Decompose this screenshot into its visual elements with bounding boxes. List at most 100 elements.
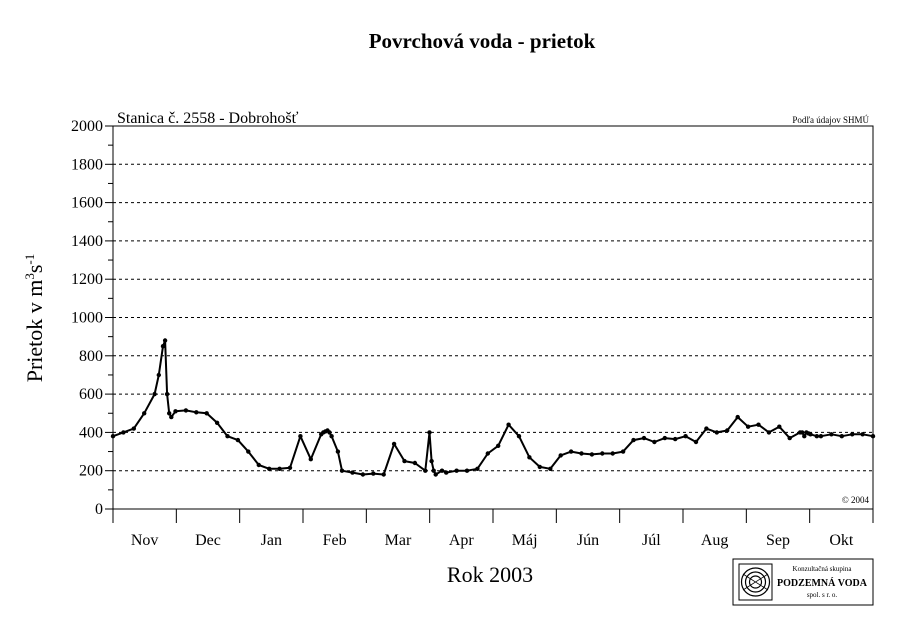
y-tick-label: 1800 xyxy=(71,156,103,173)
data-point xyxy=(164,391,170,397)
data-point xyxy=(194,410,199,415)
data-point xyxy=(267,466,272,471)
logo-emblem-icon xyxy=(738,563,773,601)
y-tick-label: 2000 xyxy=(71,118,103,135)
data-point xyxy=(160,344,166,349)
data-point xyxy=(673,436,678,442)
data-point xyxy=(152,391,157,397)
data-point xyxy=(371,471,376,476)
data-point xyxy=(327,430,332,435)
data-point xyxy=(433,472,438,477)
data-point xyxy=(537,464,542,470)
data-point xyxy=(246,449,251,454)
data-point xyxy=(652,439,657,445)
data-point xyxy=(725,428,730,433)
data-point xyxy=(527,455,532,460)
data-point xyxy=(427,430,432,435)
chart-title: Povrchová voda - prietok xyxy=(369,29,596,53)
data-point xyxy=(423,468,428,473)
x-tick-label: Júl xyxy=(642,532,661,549)
data-point xyxy=(756,422,761,427)
source-note: Podľa údajov SHMÚ xyxy=(792,115,869,125)
y-axis-ticks: 0 200 400 600 800 1000 1200 1400 1600 1800 2000 xyxy=(71,118,113,518)
data-point xyxy=(631,437,636,443)
data-point xyxy=(169,414,174,420)
data-point xyxy=(429,458,434,464)
data-point xyxy=(131,426,136,431)
data-point xyxy=(735,414,740,420)
data-point xyxy=(704,426,709,431)
grid-lines xyxy=(113,163,873,472)
logo-line-1: Konzultačná skupina xyxy=(793,565,853,573)
data-point xyxy=(454,468,459,473)
y-tick-label: 1200 xyxy=(71,271,103,288)
data-point xyxy=(214,420,220,425)
data-point xyxy=(839,434,844,439)
data-point xyxy=(870,434,876,439)
x-tick-label: Mar xyxy=(385,532,412,549)
data-point xyxy=(579,451,584,456)
data-point xyxy=(402,458,407,464)
y-axis-label: Prietok v m3s-1 xyxy=(22,254,47,383)
x-tick-label: Dec xyxy=(195,532,221,549)
data-point xyxy=(298,434,303,439)
data-point xyxy=(235,437,241,443)
data-point xyxy=(745,424,751,429)
data-point xyxy=(287,465,293,470)
data-point xyxy=(485,451,490,456)
data-point xyxy=(444,470,449,475)
data-point xyxy=(308,457,313,462)
data-point xyxy=(620,449,626,454)
data-point xyxy=(610,451,615,456)
data-point xyxy=(662,435,667,441)
y-tick-label: 400 xyxy=(79,424,103,441)
series-line xyxy=(112,339,874,476)
y-tick-label: 1400 xyxy=(71,233,103,250)
data-point xyxy=(802,434,807,439)
data-point xyxy=(800,430,805,435)
data-point xyxy=(204,411,209,416)
company-logo: Konzultačná skupina PODZEMNÁ VODA spol. … xyxy=(732,558,874,606)
x-axis-label: Rok 2003 xyxy=(447,562,533,587)
data-point xyxy=(391,441,397,447)
x-tick-label: Apr xyxy=(449,532,475,549)
data-point xyxy=(714,430,719,435)
data-point xyxy=(256,462,261,468)
logo-line-3: spol. s r. o. xyxy=(807,591,838,599)
x-tick-label: Feb xyxy=(323,532,347,549)
data-point xyxy=(641,435,647,441)
data-point xyxy=(683,434,688,439)
data-point xyxy=(162,338,168,343)
data-point xyxy=(142,411,147,416)
data-point xyxy=(766,430,772,435)
data-point xyxy=(787,435,792,441)
data-point xyxy=(110,434,116,439)
data-point xyxy=(829,432,834,437)
y-tick-label: 600 xyxy=(79,386,103,403)
data-point xyxy=(156,372,161,378)
x-tick-label: Sep xyxy=(766,532,790,549)
data-point xyxy=(814,434,819,439)
y-axis-label-main: Prietok v m xyxy=(22,280,47,383)
data-point xyxy=(600,451,605,456)
data-point xyxy=(506,422,511,427)
data-point xyxy=(464,468,470,473)
data-point xyxy=(381,472,386,477)
data-point xyxy=(329,434,334,439)
data-point xyxy=(589,452,595,457)
x-tick-label: Máj xyxy=(512,532,538,549)
x-tick-label: Aug xyxy=(701,532,729,549)
data-point xyxy=(183,408,189,413)
data-point xyxy=(225,434,230,439)
data-point xyxy=(860,432,865,437)
data-point xyxy=(121,430,126,435)
data-point xyxy=(818,434,824,439)
x-tick-label: Jún xyxy=(577,532,599,549)
data-point xyxy=(350,470,355,475)
data-point xyxy=(568,449,574,454)
data-point xyxy=(777,424,782,429)
data-point xyxy=(693,439,699,445)
data-point xyxy=(808,432,813,437)
data-point xyxy=(439,468,445,473)
